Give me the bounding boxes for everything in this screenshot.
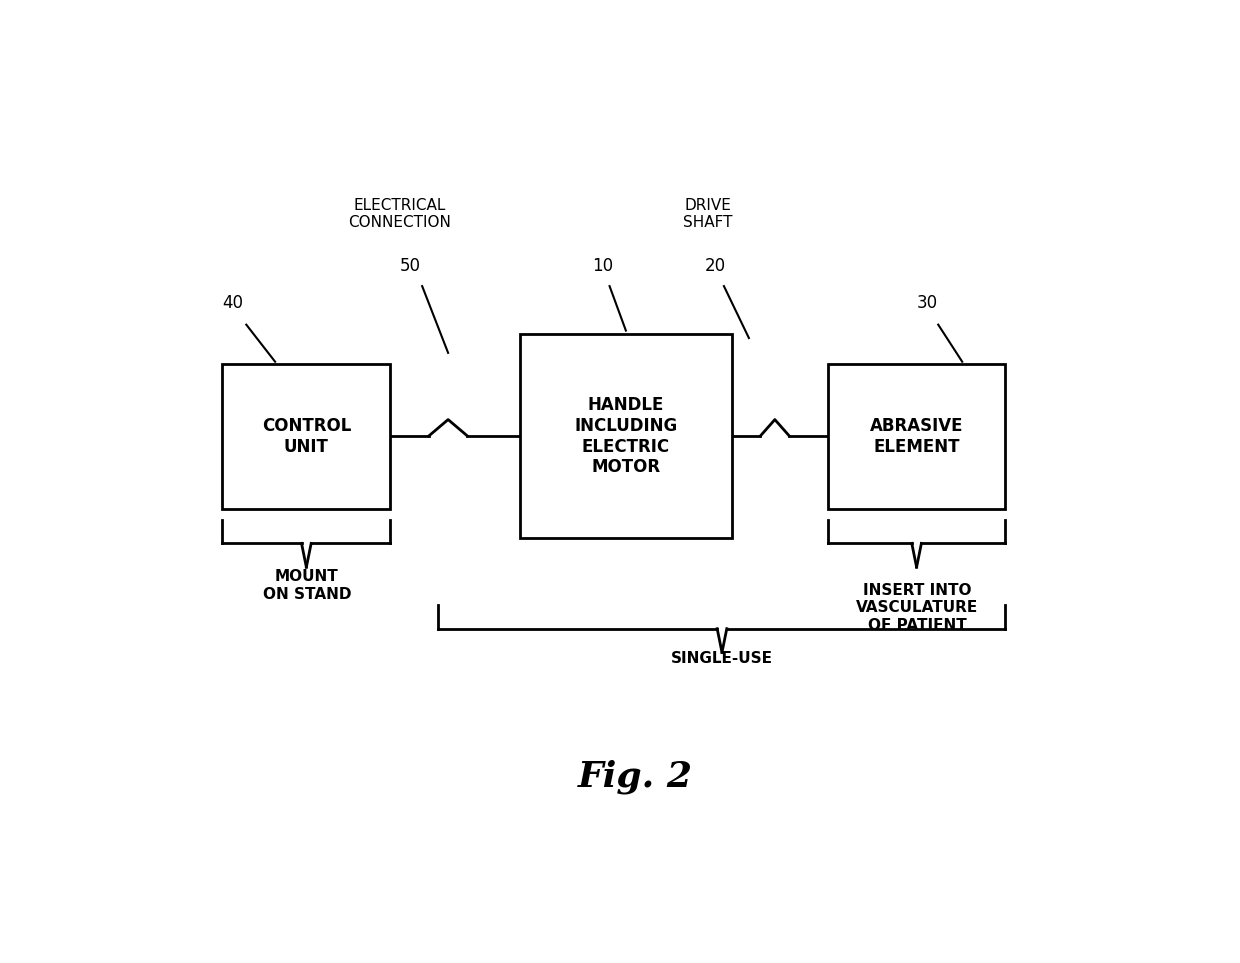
- Text: HANDLE
INCLUDING
ELECTRIC
MOTOR: HANDLE INCLUDING ELECTRIC MOTOR: [574, 396, 677, 477]
- FancyBboxPatch shape: [828, 364, 1006, 508]
- Text: MOUNT
ON STAND: MOUNT ON STAND: [263, 569, 351, 602]
- Text: DRIVE
SHAFT: DRIVE SHAFT: [683, 198, 733, 230]
- FancyBboxPatch shape: [521, 334, 732, 538]
- FancyBboxPatch shape: [222, 364, 391, 508]
- Text: SINGLE-USE: SINGLE-USE: [671, 651, 773, 666]
- Text: 40: 40: [222, 294, 243, 312]
- Text: 50: 50: [401, 257, 422, 275]
- Text: Fig. 2: Fig. 2: [578, 760, 693, 794]
- Text: 20: 20: [704, 257, 725, 275]
- Text: 30: 30: [918, 294, 939, 312]
- Text: ELECTRICAL
CONNECTION: ELECTRICAL CONNECTION: [348, 198, 451, 230]
- Text: 10: 10: [593, 257, 614, 275]
- Text: ABRASIVE
ELEMENT: ABRASIVE ELEMENT: [869, 417, 963, 455]
- Text: CONTROL
UNIT: CONTROL UNIT: [262, 417, 351, 455]
- Text: INSERT INTO
VASCULATURE
OF PATIENT: INSERT INTO VASCULATURE OF PATIENT: [856, 583, 978, 633]
